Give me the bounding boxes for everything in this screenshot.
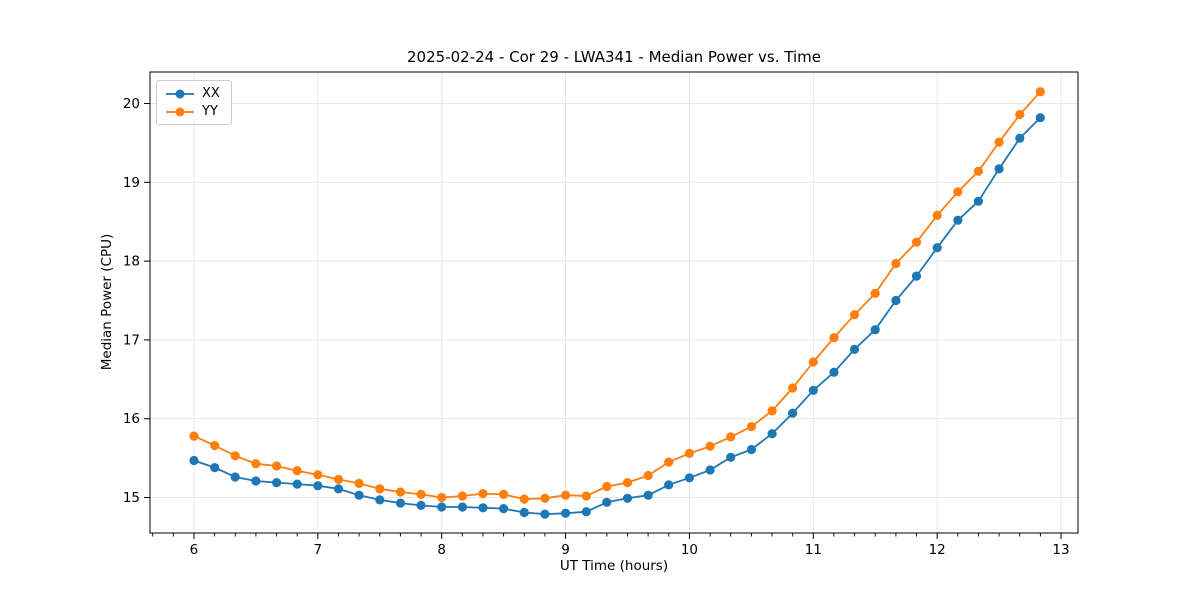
svg-text:12: 12 [929,542,946,558]
svg-text:6: 6 [190,542,199,558]
svg-text:11: 11 [805,542,822,558]
line-marker-icon [166,89,194,98]
line-marker-icon [166,107,194,116]
legend-item-xx: XX [165,86,220,101]
svg-text:17: 17 [123,332,140,348]
svg-text:20: 20 [123,96,140,112]
legend-item-yy: YY [165,104,220,119]
svg-text:10: 10 [681,542,698,558]
svg-text:19: 19 [123,175,140,191]
svg-text:15: 15 [123,490,140,506]
chart-title: 2025-02-24 - Cor 29 - LWA341 - Median Po… [407,48,821,66]
legend: XX YY [156,80,232,125]
legend-label: YY [202,104,218,119]
svg-text:18: 18 [123,254,140,270]
svg-text:13: 13 [1052,542,1069,558]
svg-text:8: 8 [437,542,446,558]
svg-text:7: 7 [314,542,323,558]
x-axis-label: UT Time (hours) [559,558,669,574]
legend-label: XX [202,86,220,101]
svg-text:16: 16 [123,411,140,427]
svg-text:9: 9 [561,542,570,558]
